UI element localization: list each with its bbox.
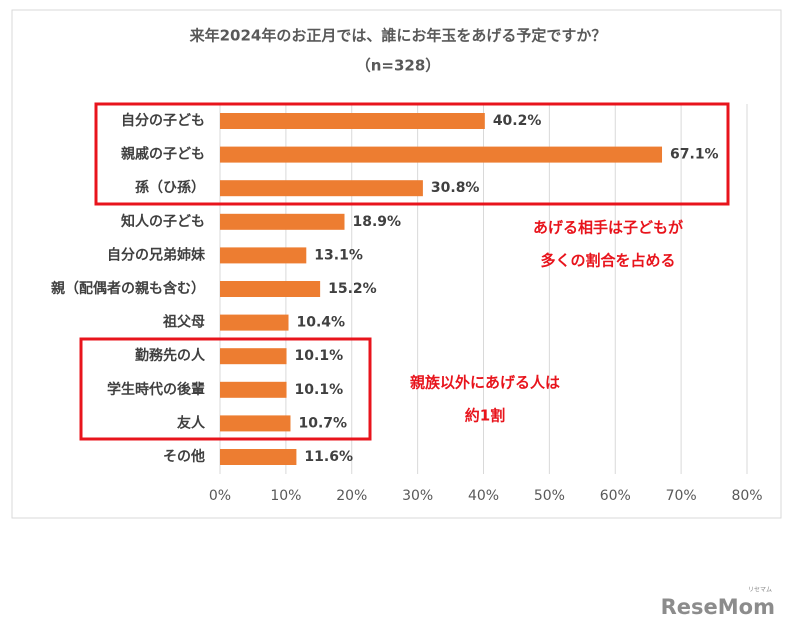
value-label: 30.8% bbox=[431, 180, 480, 196]
y-tick-label: 友人 bbox=[177, 414, 206, 431]
y-tick-label: 祖父母 bbox=[162, 314, 205, 331]
bar bbox=[220, 247, 307, 264]
value-label: 10.1% bbox=[295, 348, 344, 364]
value-label: 40.2% bbox=[493, 113, 542, 129]
bar bbox=[220, 381, 287, 398]
x-tick-label: 70% bbox=[666, 488, 697, 504]
chart-title: 来年2024年のお正月では、誰にお年玉をあげる予定ですか？ bbox=[189, 27, 607, 45]
value-label: 67.1% bbox=[670, 147, 719, 163]
annotation: 約1割 bbox=[465, 407, 505, 425]
y-tick-label: 知人の子ども bbox=[121, 213, 205, 230]
x-tick-label: 20% bbox=[336, 488, 367, 504]
logo: ReseMom bbox=[661, 595, 775, 619]
value-label: 15.2% bbox=[328, 281, 377, 297]
logo-sub: リセマム bbox=[748, 587, 772, 594]
x-tick-label: 0% bbox=[209, 488, 231, 504]
annotation: あげる相手は子どもが bbox=[533, 219, 684, 237]
x-tick-label: 60% bbox=[600, 488, 631, 504]
highlight-box bbox=[94, 102, 730, 206]
y-tick-label: 親（配偶者の親も含む） bbox=[51, 280, 205, 297]
chart-frame bbox=[11, 9, 782, 519]
bar bbox=[220, 146, 663, 163]
chart-subtitle: （n=328） bbox=[356, 57, 441, 75]
y-tick-label: その他 bbox=[163, 448, 205, 465]
x-tick-label: 40% bbox=[468, 488, 499, 504]
y-tick-label: 親戚の子ども bbox=[121, 146, 205, 163]
bar bbox=[220, 113, 485, 129]
y-tick-label: 学生時代の後輩 bbox=[107, 381, 205, 398]
y-tick-label: 自分の子ども bbox=[121, 112, 205, 129]
value-label: 10.7% bbox=[298, 415, 347, 431]
y-tick-label: 孫（ひ孫） bbox=[135, 179, 205, 196]
bar bbox=[220, 213, 345, 230]
x-tick-label: 50% bbox=[534, 488, 565, 504]
y-tick-label: 勤務先の人 bbox=[135, 347, 206, 364]
x-tick-label: 80% bbox=[731, 488, 762, 504]
value-label: 18.9% bbox=[353, 214, 402, 230]
bar bbox=[220, 348, 287, 365]
value-label: 11.6% bbox=[304, 449, 353, 465]
annotation: 親族以外にあげる人は bbox=[410, 374, 560, 392]
annotation: 多くの割合を占める bbox=[540, 252, 675, 270]
bar bbox=[220, 281, 321, 297]
bar bbox=[220, 449, 297, 465]
value-label: 10.1% bbox=[295, 382, 344, 398]
y-tick-label: 自分の兄弟姉妹 bbox=[107, 246, 206, 263]
bar bbox=[220, 415, 291, 432]
x-tick-label: 10% bbox=[270, 488, 301, 504]
value-label: 10.4% bbox=[297, 315, 346, 331]
value-label: 13.1% bbox=[314, 247, 363, 263]
x-tick-label: 30% bbox=[402, 488, 433, 504]
bar bbox=[220, 314, 289, 331]
bar bbox=[220, 180, 423, 197]
highlight-box bbox=[79, 337, 372, 441]
